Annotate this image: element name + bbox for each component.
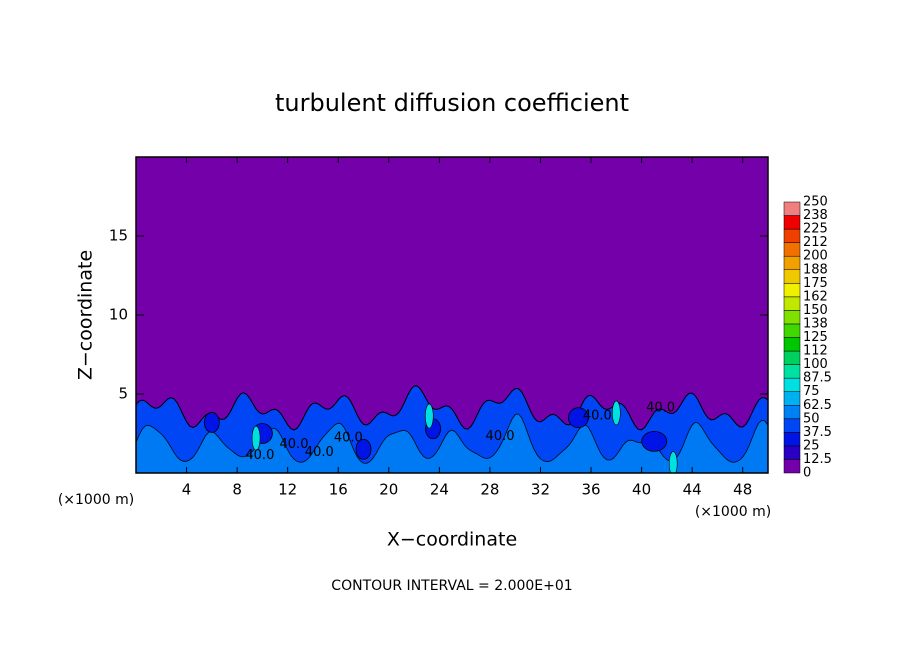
colorbar-segment	[783, 377, 801, 392]
colorbar-label: 138	[803, 316, 828, 331]
colorbar-segment	[783, 201, 801, 216]
field-cell	[251, 425, 261, 451]
colorbar-label: 200	[803, 249, 828, 264]
colorbar-label: 75	[803, 384, 820, 399]
y-unit-label: (×1000 m)	[695, 504, 771, 520]
field-cell	[641, 430, 668, 452]
colorbar-segment	[783, 296, 801, 311]
colorbar-segment	[783, 337, 801, 352]
colorbar-segment	[783, 323, 801, 338]
field-band-inner	[136, 413, 768, 473]
field-cell	[424, 403, 434, 429]
x-tick-label: 24	[430, 481, 449, 499]
x-axis-label: X−coordinate	[387, 529, 517, 551]
chart-title: turbulent diffusion coefficient	[275, 89, 629, 117]
x-tick-label: 4	[182, 481, 192, 499]
x-tick-label: 20	[379, 481, 398, 499]
contour-label: 40.0	[646, 401, 675, 416]
colorbar-label: 100	[803, 357, 828, 372]
colorbar-segment	[783, 215, 801, 230]
field-cell	[668, 451, 678, 473]
colorbar-label: 150	[803, 303, 828, 318]
field-cell	[612, 400, 621, 426]
colorbar-segment	[783, 269, 801, 284]
colorbar-segment	[783, 459, 801, 474]
colorbar-label: 250	[803, 195, 828, 210]
colorbar-segment	[783, 418, 801, 433]
x-tick-label: 16	[329, 481, 348, 499]
contour-label: 40.0	[334, 431, 363, 446]
contour-label: 40.0	[280, 437, 309, 452]
contour-label: 40.0	[305, 445, 334, 460]
colorbar-label: 238	[803, 208, 828, 223]
colorbar-label: 212	[803, 235, 828, 250]
colorbar-segment	[783, 228, 801, 243]
x-unit-label: (×1000 m)	[58, 492, 134, 508]
x-tick-label: 28	[480, 481, 499, 499]
colorbar-segment	[783, 283, 801, 298]
colorbar-label: 125	[803, 330, 828, 345]
y-tick-label: 15	[109, 227, 128, 245]
colorbar-segment	[783, 432, 801, 447]
footer: CONTOUR INTERVAL = 2.000E+01	[331, 578, 572, 594]
colorbar-label: 162	[803, 289, 828, 304]
colorbar-segment	[783, 445, 801, 460]
x-tick-label: 48	[733, 481, 752, 499]
colorbar-label: 87.5	[803, 371, 832, 386]
colorbar-label: 50	[803, 411, 820, 426]
colorbar-label: 62.5	[803, 398, 832, 413]
field-cell	[355, 438, 372, 460]
x-tick-label: 40	[632, 481, 651, 499]
colorbar-segment	[783, 255, 801, 271]
field-band	[136, 385, 768, 473]
y-axis-label: Z−coordinate	[75, 250, 97, 380]
colorbar-label: 225	[803, 222, 828, 237]
contour-label: 40.0	[245, 448, 274, 463]
x-tick-label: 12	[278, 481, 297, 499]
y-tick-label: 10	[109, 306, 128, 324]
colorbar-label: 112	[803, 344, 828, 359]
colorbar-segment	[783, 310, 801, 325]
x-tick-label: 44	[683, 481, 702, 499]
colorbar-segment	[783, 350, 801, 365]
colorbar-segment	[783, 391, 801, 406]
contour-label: 40.0	[486, 429, 515, 444]
colorbar-label: 12.5	[803, 452, 832, 467]
y-tick-label: 5	[118, 385, 128, 403]
colorbar-segment	[783, 405, 801, 420]
contour-label: 40.0	[583, 409, 612, 424]
x-tick-label: 8	[232, 481, 242, 499]
colorbar-segment	[783, 364, 801, 379]
field-cell	[203, 412, 220, 433]
x-tick-label: 32	[531, 481, 550, 499]
colorbar-label: 175	[803, 276, 828, 291]
colorbar-label: 37.5	[803, 425, 832, 440]
field-cell	[568, 407, 589, 429]
colorbar-label: 0	[803, 466, 811, 481]
plot-area: 40.040.040.040.040.040.040.0	[136, 157, 768, 473]
colorbar-label: 188	[803, 262, 828, 277]
x-tick-label: 36	[581, 481, 600, 499]
colorbar-segment	[783, 242, 801, 257]
colorbar-label: 25	[803, 438, 820, 453]
